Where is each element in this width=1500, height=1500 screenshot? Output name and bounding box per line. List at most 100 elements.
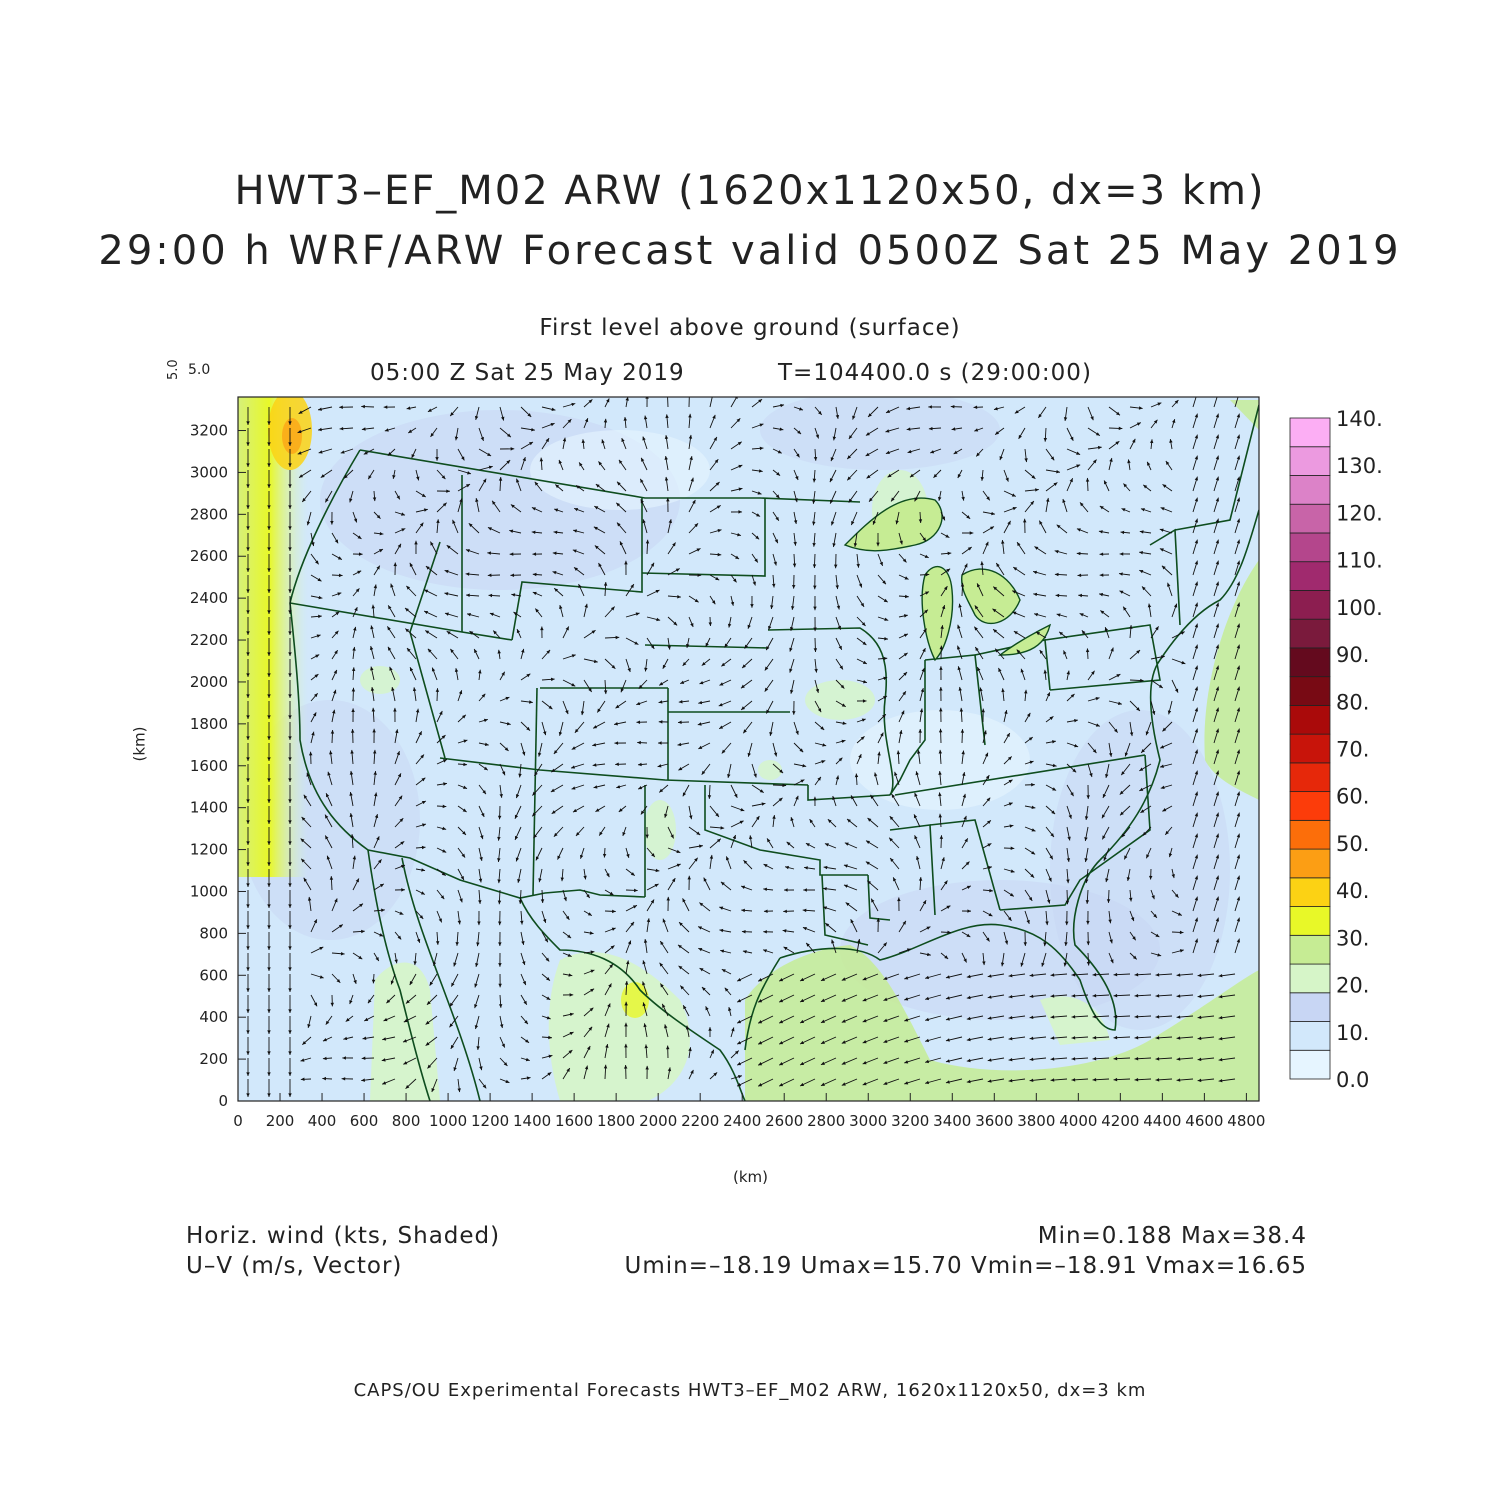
wind-vector <box>741 908 753 913</box>
wind-vector <box>987 994 1005 999</box>
wind-vector <box>697 926 711 933</box>
x-axis-label: (km) <box>733 1168 769 1186</box>
wind-vector <box>1064 931 1068 946</box>
wind-vector <box>562 1012 574 1017</box>
wind-vector <box>310 654 320 660</box>
wind-vector <box>604 909 616 914</box>
wind-vector <box>862 973 879 981</box>
wind-vector <box>1024 712 1031 723</box>
wind-vector <box>297 448 312 455</box>
wind-vector <box>1003 779 1013 786</box>
wind-vector <box>623 416 628 429</box>
wind-vector <box>457 469 472 475</box>
wind-vector <box>1234 896 1241 912</box>
wind-vector <box>945 1057 963 1063</box>
wind-vector <box>435 931 440 945</box>
wind-vector <box>541 931 549 943</box>
wind-vector <box>961 815 967 828</box>
wind-vector <box>979 687 984 702</box>
wind-vector <box>665 414 669 429</box>
x-tick-label: 2800 <box>807 1112 845 1130</box>
wind-vector <box>1162 721 1173 732</box>
wind-vector <box>730 441 742 450</box>
wind-vector <box>1192 497 1199 513</box>
wind-vector <box>520 973 527 986</box>
wind-vector <box>793 406 804 411</box>
wind-vector <box>982 730 987 744</box>
wind-vector <box>436 889 445 900</box>
wind-vector <box>1234 539 1241 555</box>
wind-vector <box>614 741 627 745</box>
wind-vector <box>325 793 333 807</box>
wind-vector <box>371 707 376 723</box>
wind-vector <box>1071 1015 1089 1019</box>
wind-vector <box>488 593 501 598</box>
wind-vector <box>394 910 404 915</box>
wind-vector <box>832 427 837 441</box>
wind-vector <box>950 404 963 409</box>
wind-vector <box>924 973 942 980</box>
colorbar: 0.010.20.30.40.50.60.70.80.90.100.110.12… <box>1289 407 1383 1092</box>
wind-vector <box>698 700 711 705</box>
state-boundaries <box>289 404 1259 1101</box>
wind-vector <box>699 902 711 912</box>
wind-vector <box>919 628 927 639</box>
wind-vector <box>474 994 480 1009</box>
wind-vector <box>1213 665 1220 681</box>
wind-vector <box>751 469 763 473</box>
wind-vector <box>682 1005 690 1017</box>
wind-vector <box>709 552 722 557</box>
wind-vector <box>478 693 486 702</box>
wind-vector <box>1020 952 1026 967</box>
colorbar-label: 130. <box>1336 454 1383 478</box>
wind-vector <box>352 855 357 870</box>
wind-vector <box>939 686 943 702</box>
wind-vector <box>765 637 774 651</box>
wind-vector <box>616 481 627 492</box>
wind-vector <box>764 679 774 692</box>
x-tick-label: 4200 <box>1101 1112 1139 1130</box>
wind-vector <box>1234 455 1241 471</box>
wind-vector <box>624 560 628 576</box>
wind-vector <box>1054 572 1068 577</box>
wind-vector <box>835 616 841 630</box>
wind-vector <box>499 1057 508 1067</box>
wind-vector <box>474 973 480 988</box>
wind-vector <box>636 700 648 706</box>
wind-vector <box>982 752 989 765</box>
wind-vector <box>865 448 879 457</box>
wind-vector <box>476 931 480 947</box>
wind-vector <box>487 527 501 534</box>
wind-vector <box>843 864 858 870</box>
wind-vector <box>677 742 690 747</box>
wind-vector <box>966 1036 984 1042</box>
wind-vector <box>457 805 467 813</box>
wind-vector <box>288 953 292 971</box>
wind-vector <box>583 969 595 975</box>
wind-vector <box>914 490 921 502</box>
wind-vector <box>622 826 627 837</box>
wind-vector <box>895 511 900 525</box>
wind-vector <box>562 889 567 902</box>
wind-vector <box>928 426 942 431</box>
wind-vector <box>499 763 506 776</box>
wind-vector <box>1087 721 1100 727</box>
wind-vector <box>383 405 396 409</box>
wind-vector <box>1003 846 1015 851</box>
wind-vector <box>267 974 271 992</box>
wind-vector <box>288 701 292 719</box>
y-tick-label: 3000 <box>190 463 228 481</box>
wind-vector <box>594 545 606 555</box>
wind-vector <box>877 574 887 585</box>
wind-vector <box>644 1044 648 1059</box>
wind-vector <box>877 676 888 681</box>
y-tick-label: 0 <box>218 1092 228 1110</box>
wind-vector <box>957 469 963 479</box>
wind-vector <box>1218 1057 1236 1062</box>
wind-vector <box>457 910 462 925</box>
wind-vector <box>919 572 930 577</box>
wind-vector <box>1165 460 1173 471</box>
wind-vector <box>662 658 669 669</box>
vector-reference-horizontal: 5.0 <box>188 362 211 378</box>
y-tick-label: 2600 <box>190 547 228 565</box>
